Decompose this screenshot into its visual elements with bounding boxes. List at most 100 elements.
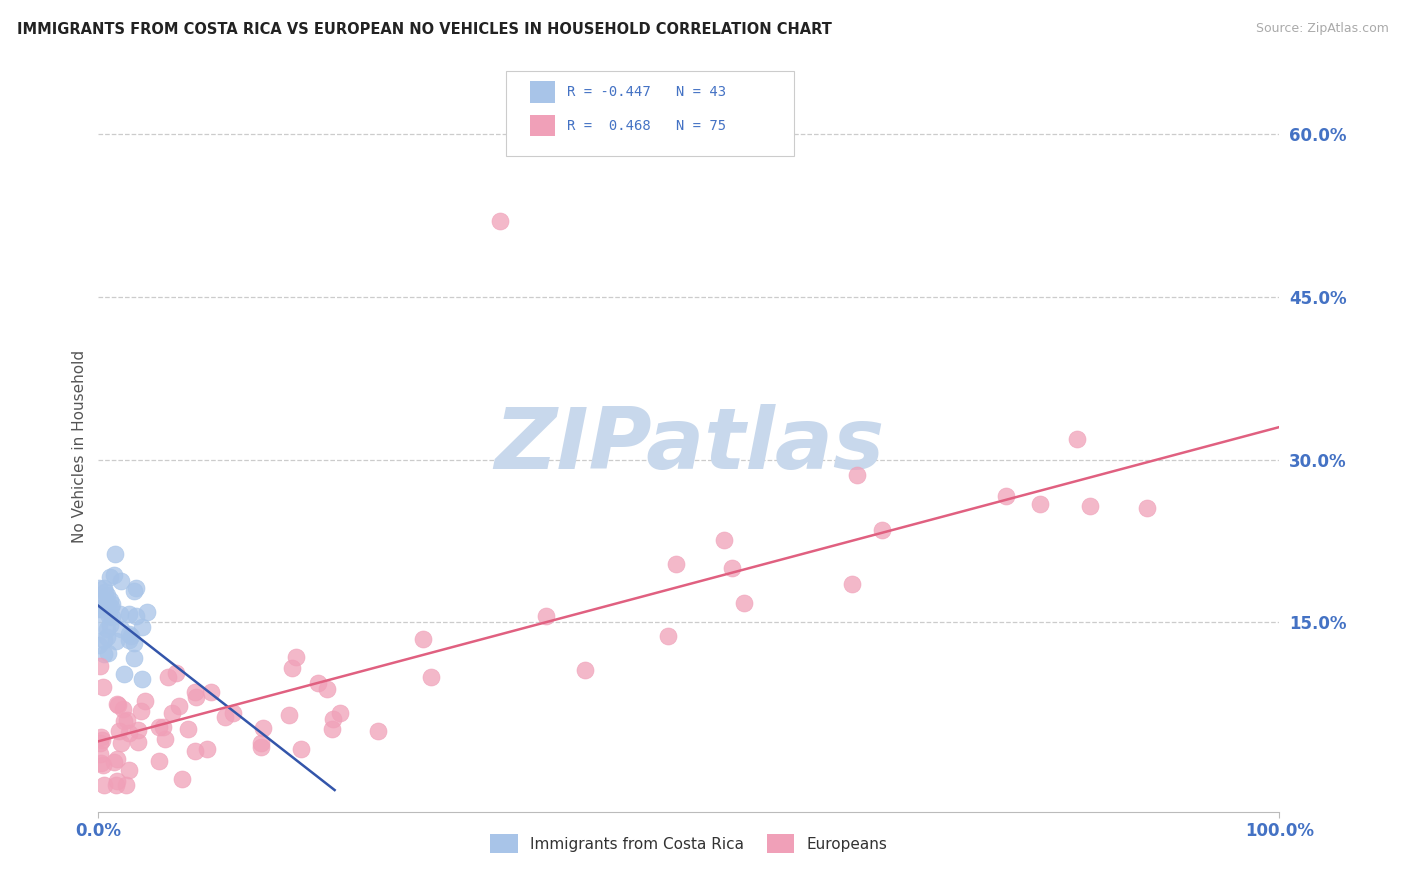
Point	[87, 581, 110, 595]
Point	[89, 747, 111, 761]
Point	[97, 646, 120, 660]
Point	[103, 567, 125, 582]
Point	[98, 609, 121, 624]
Point	[252, 721, 274, 735]
Point	[100, 600, 122, 615]
Point	[115, 713, 138, 727]
Point	[872, 524, 894, 538]
Point	[93, 647, 115, 661]
Point	[96, 622, 118, 636]
Point	[90, 601, 112, 615]
Point	[713, 533, 735, 547]
Point	[112, 714, 135, 728]
Text: R = -0.447   N = 43: R = -0.447 N = 43	[567, 85, 725, 99]
Point	[105, 778, 128, 792]
Point	[250, 735, 273, 749]
Point	[285, 649, 308, 664]
Point	[169, 699, 191, 714]
Point	[90, 730, 112, 744]
Point	[89, 756, 111, 771]
Point	[156, 670, 179, 684]
Point	[127, 735, 149, 749]
Point	[93, 633, 115, 648]
Point	[108, 607, 131, 622]
Point	[665, 558, 688, 572]
Point	[657, 629, 679, 643]
Point	[94, 585, 117, 599]
Point	[93, 778, 115, 792]
Point	[1136, 500, 1159, 515]
Point	[536, 609, 558, 624]
Point	[89, 736, 111, 750]
Point	[367, 724, 389, 739]
Point	[995, 489, 1018, 503]
Point	[122, 635, 145, 649]
Point	[489, 214, 512, 228]
Point	[183, 743, 205, 757]
Point	[412, 632, 434, 647]
Point	[170, 772, 193, 786]
Point	[110, 622, 132, 636]
Point	[574, 664, 596, 678]
Point	[118, 763, 141, 777]
Point	[105, 752, 128, 766]
Point	[91, 680, 114, 694]
Point	[153, 731, 176, 746]
Point	[93, 581, 115, 595]
Point	[105, 698, 128, 712]
Point	[152, 720, 174, 734]
Point	[118, 632, 141, 647]
Point	[136, 606, 159, 620]
Point	[176, 722, 198, 736]
Point	[100, 597, 122, 611]
Point	[1029, 497, 1052, 511]
Point	[89, 659, 111, 673]
Point	[87, 638, 110, 652]
Point	[307, 676, 329, 690]
Point	[104, 547, 127, 561]
Point	[110, 737, 132, 751]
Point	[96, 588, 118, 602]
Point	[184, 685, 207, 699]
Text: IMMIGRANTS FROM COSTA RICA VS EUROPEAN NO VEHICLES IN HOUSEHOLD CORRELATION CHAR: IMMIGRANTS FROM COSTA RICA VS EUROPEAN N…	[17, 22, 832, 37]
Point	[131, 672, 153, 686]
Point	[184, 690, 207, 705]
Point	[195, 741, 218, 756]
Point	[1078, 499, 1101, 513]
Point	[134, 694, 156, 708]
Point	[91, 598, 114, 612]
Point	[118, 725, 141, 739]
Point	[96, 630, 118, 644]
Point	[89, 617, 111, 632]
Point	[91, 758, 114, 772]
Point	[87, 602, 110, 616]
Point	[124, 651, 146, 665]
Point	[107, 698, 129, 712]
Point	[122, 583, 145, 598]
Legend: Immigrants from Costa Rica, Europeans: Immigrants from Costa Rica, Europeans	[484, 828, 894, 859]
Point	[131, 620, 153, 634]
Point	[127, 723, 149, 737]
Point	[110, 574, 132, 589]
Point	[214, 710, 236, 724]
Point	[1066, 432, 1088, 446]
Point	[103, 755, 125, 769]
Point	[118, 627, 141, 641]
Point	[321, 722, 343, 736]
Point	[112, 666, 135, 681]
Point	[90, 602, 112, 616]
Point	[105, 773, 128, 788]
Point	[118, 607, 141, 622]
Text: R =  0.468   N = 75: R = 0.468 N = 75	[567, 119, 725, 133]
Point	[277, 708, 299, 723]
Point	[98, 592, 121, 607]
Point	[91, 596, 114, 610]
Point	[129, 704, 152, 718]
Point	[322, 712, 344, 726]
Point	[846, 468, 869, 483]
Point	[329, 706, 352, 721]
Point	[733, 596, 755, 610]
Point	[200, 685, 222, 699]
Point	[105, 634, 128, 648]
Point	[115, 778, 138, 792]
